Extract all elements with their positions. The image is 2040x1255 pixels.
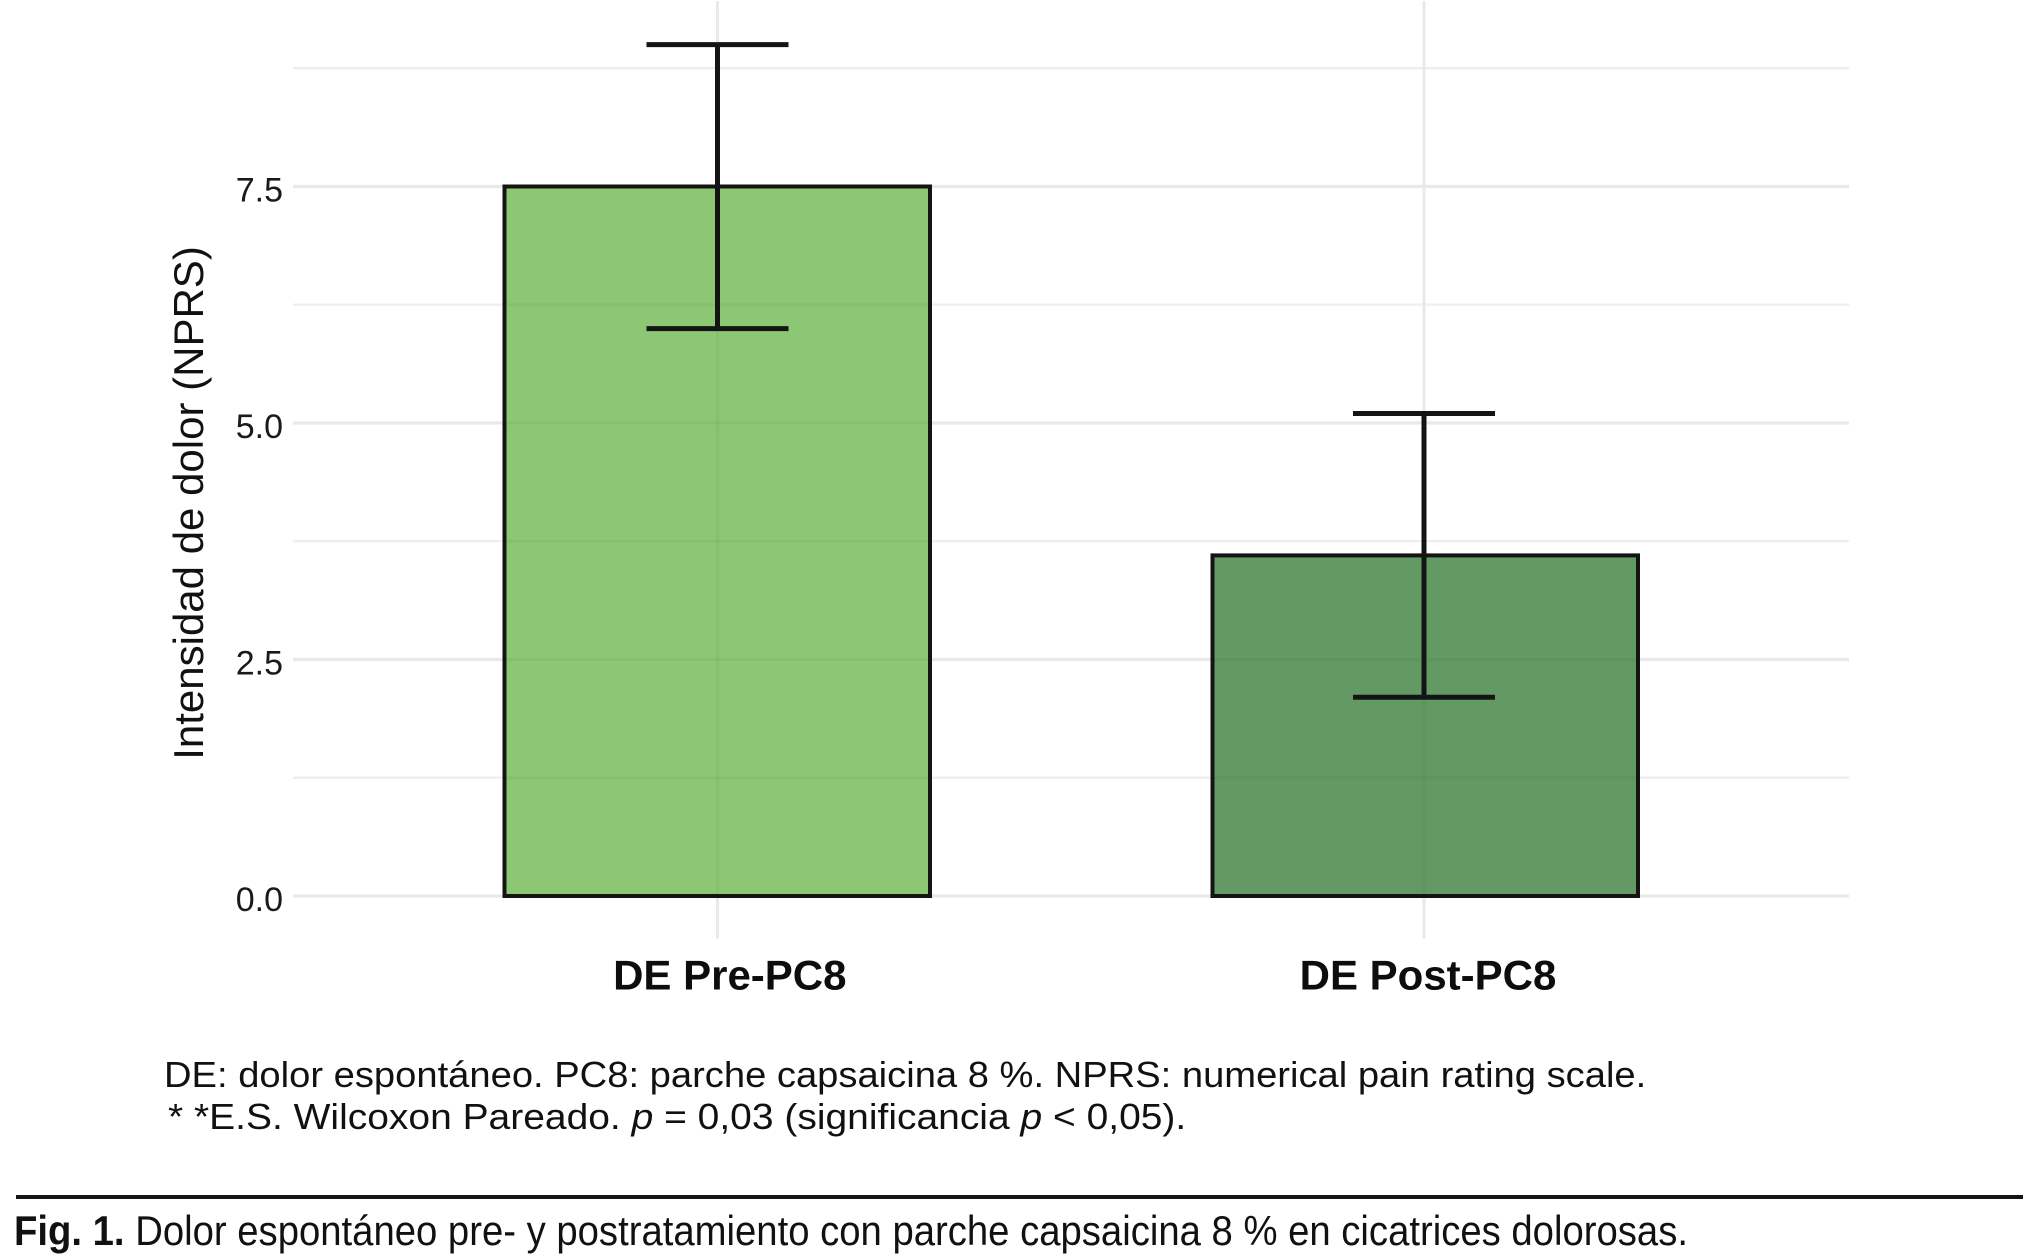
svg-text:5.0: 5.0: [236, 408, 283, 446]
svg-text:2.5: 2.5: [236, 645, 283, 683]
svg-text:7.5: 7.5: [236, 172, 283, 210]
svg-text:DE Pre-PC8: DE Pre-PC8: [613, 952, 846, 999]
svg-text:DE Post-PC8: DE Post-PC8: [1300, 952, 1557, 999]
svg-text:0.0: 0.0: [236, 881, 283, 919]
svg-text:Intensidad de dolor (NPRS): Intensidad de dolor (NPRS): [165, 246, 212, 760]
